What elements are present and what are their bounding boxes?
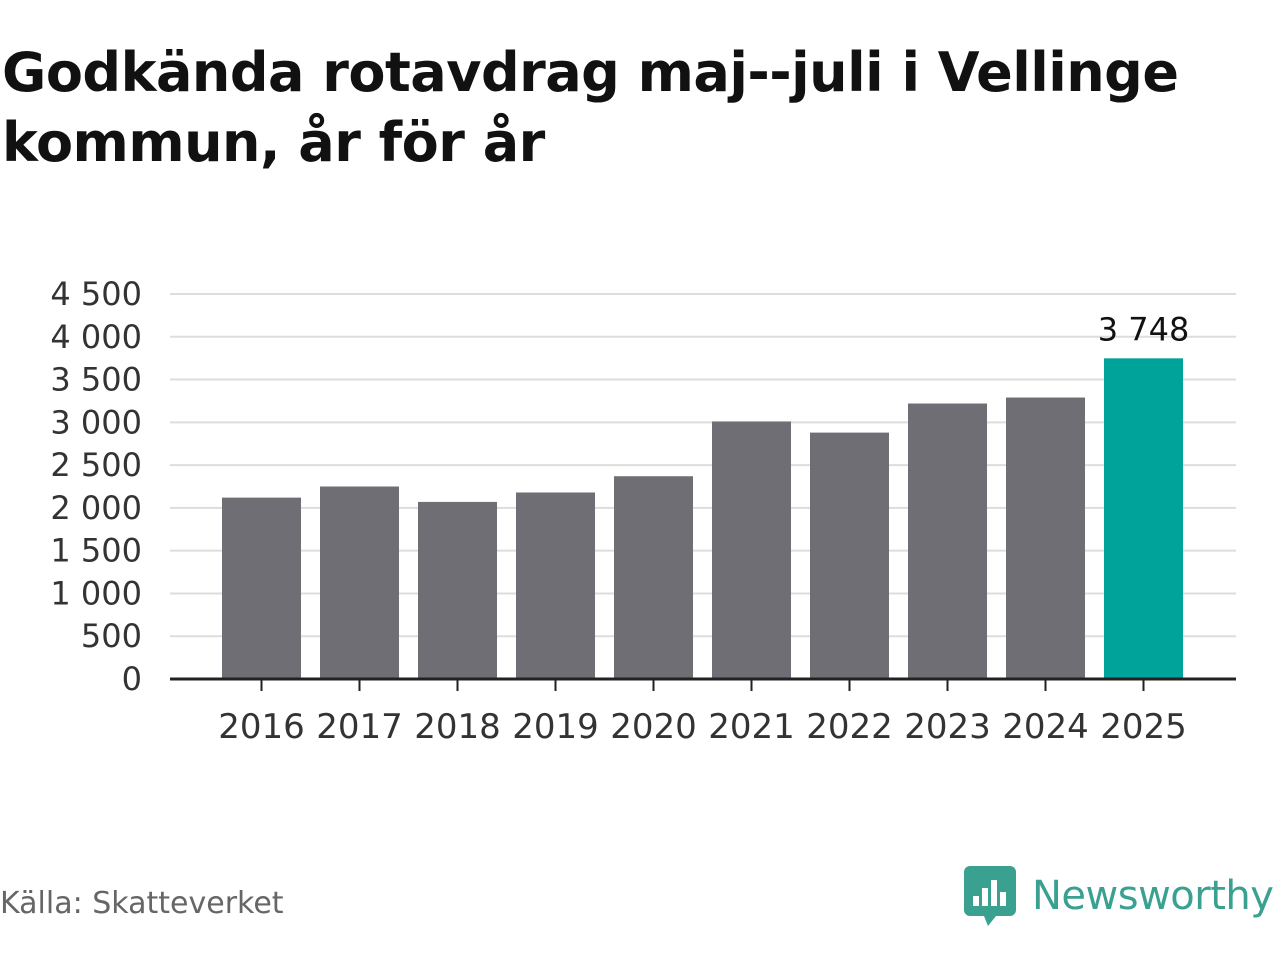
data-labels: 3 748: [1098, 310, 1190, 348]
bar-2020: [614, 476, 693, 679]
y-tick-label: 3 500: [50, 361, 142, 399]
y-tick-label: 2 000: [50, 489, 142, 527]
x-tick-label: 2017: [316, 707, 403, 747]
x-axis: [170, 677, 1236, 691]
bars: [222, 358, 1183, 679]
bar-2017: [320, 486, 399, 679]
x-tick-label: 2021: [708, 707, 795, 747]
x-tick-label: 2018: [414, 707, 501, 747]
x-tick-label: 2020: [610, 707, 697, 747]
source-note: Källa: Skatteverket: [0, 886, 284, 921]
x-tick-label: 2022: [806, 707, 893, 747]
x-tick-label: 2016: [218, 707, 305, 747]
x-axis-labels: 2016 2017 2018 2019 2020 2021 2022 2023 2024 2025: [218, 707, 1187, 747]
y-tick-label: 4 000: [50, 318, 142, 356]
x-tick-label: 2025: [1100, 707, 1187, 747]
bar-2024: [1006, 397, 1085, 679]
x-tick-label: 2024: [1002, 707, 1089, 747]
y-tick-label: 3 000: [50, 403, 142, 441]
y-tick-label: 0: [122, 660, 142, 698]
y-axis-labels: 0 500 1 000 1 500 2 000 2 500 3 000 3 500 4 000 4…: [50, 275, 142, 698]
x-tick-label: 2019: [512, 707, 599, 747]
newsworthy-logo-icon: [964, 866, 1016, 926]
bar-chart: 0 500 1 000 1 500 2 000 2 500 3 000 3 500 4 000 4…: [50, 275, 1236, 747]
y-tick-label: 1 000: [50, 574, 142, 612]
bar-2022: [810, 432, 889, 679]
data-label-2025: 3 748: [1098, 310, 1190, 348]
bar-2018: [418, 501, 497, 679]
bar-2023: [908, 403, 987, 679]
y-tick-label: 500: [81, 617, 142, 655]
y-tick-label: 2 500: [50, 446, 142, 484]
x-tick-label: 2023: [904, 707, 991, 747]
bar-2025: [1104, 358, 1183, 679]
brand-logo: Newsworthy: [964, 864, 1274, 928]
brand-name: Newsworthy: [1032, 873, 1274, 919]
y-tick-label: 1 500: [50, 532, 142, 570]
y-tick-label: 4 500: [50, 275, 142, 313]
chart-title: Godkända rotavdrag maj--juli i Vellinge …: [2, 41, 1179, 174]
bar-2019: [516, 492, 595, 679]
bar-2016: [222, 497, 301, 679]
bar-2021: [712, 421, 791, 679]
